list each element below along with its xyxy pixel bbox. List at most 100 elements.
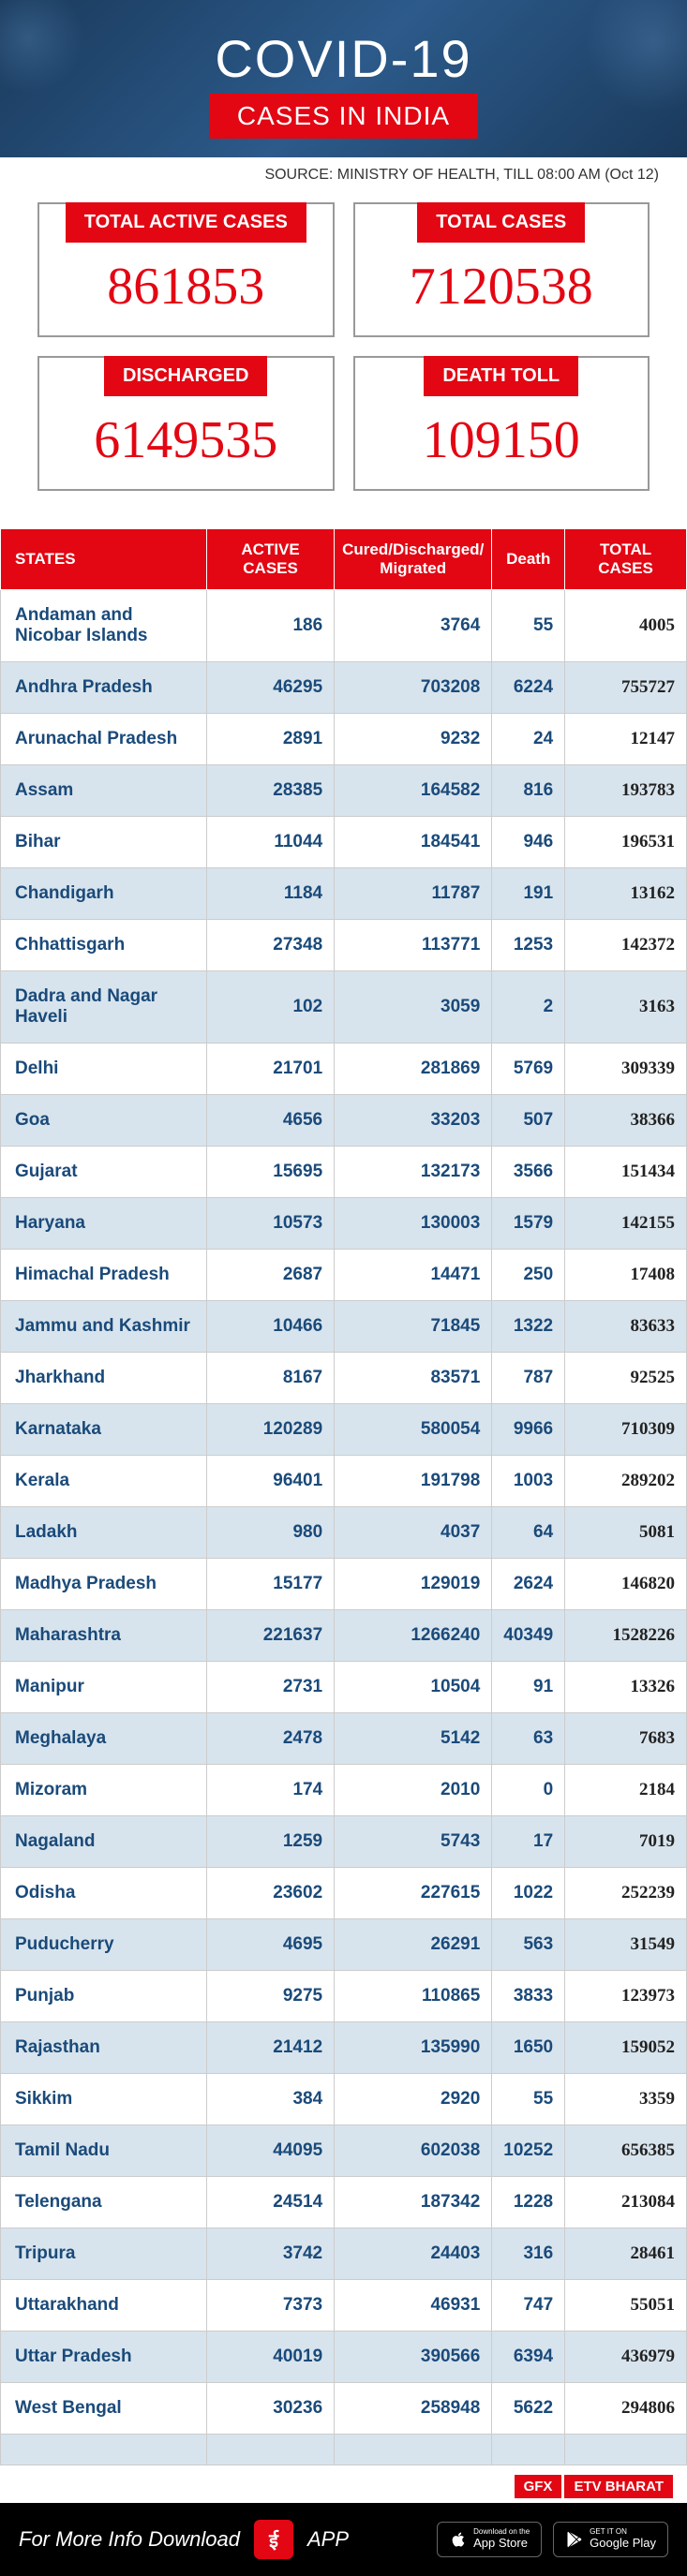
table-cell: Manipur (1, 1662, 207, 1713)
table-cell: 28461 (565, 2228, 687, 2280)
table-cell: 3059 (335, 971, 492, 1044)
table-cell: Assam (1, 765, 207, 817)
table-row: Chhattisgarh273481137711253142372 (1, 920, 687, 971)
stat-card: DEATH TOLL109150 (353, 356, 650, 491)
table-cell: Uttarakhand (1, 2280, 207, 2332)
column-header: ACTIVE CASES (207, 529, 335, 590)
table-row: Odisha236022276151022252239 (1, 1868, 687, 1919)
stat-value: 861853 (39, 257, 333, 317)
table-row: Telengana245141873421228213084 (1, 2177, 687, 2228)
table-cell: 46295 (207, 662, 335, 714)
table-cell: Andaman and Nicobar Islands (1, 590, 207, 662)
stat-value: 6149535 (39, 410, 333, 470)
table-cell: 1003 (492, 1456, 565, 1507)
table-row: Chandigarh11841178719113162 (1, 868, 687, 920)
table-row: Haryana105731300031579142155 (1, 1198, 687, 1250)
table-cell: 83633 (565, 1301, 687, 1353)
table-cell: Bihar (1, 817, 207, 868)
googleplay-icon (565, 2530, 584, 2549)
table-cell: 1022 (492, 1868, 565, 1919)
table-cell: Sikkim (1, 2074, 207, 2125)
column-header: TOTAL CASES (565, 529, 687, 590)
table-cell: 96401 (207, 1456, 335, 1507)
table-row: Uttarakhand73734693174755051 (1, 2280, 687, 2332)
table-cell: 40349 (492, 1610, 565, 1662)
stat-value: 109150 (355, 410, 649, 470)
stat-card: TOTAL CASES7120538 (353, 202, 650, 337)
stat-label: TOTAL ACTIVE CASES (66, 202, 306, 243)
table-row: Jammu and Kashmir1046671845132283633 (1, 1301, 687, 1353)
column-header: STATES (1, 529, 207, 590)
table-cell: 3566 (492, 1147, 565, 1198)
table-cell: 151434 (565, 1147, 687, 1198)
table-cell: 9232 (335, 714, 492, 765)
table-cell: 15177 (207, 1559, 335, 1610)
stat-card: DISCHARGED6149535 (37, 356, 335, 491)
table-cell: 10504 (335, 1662, 492, 1713)
table-cell: 4695 (207, 1919, 335, 1971)
table-cell: 2731 (207, 1662, 335, 1713)
table-row: Himachal Pradesh26871447125017408 (1, 1250, 687, 1301)
table-cell: 9275 (207, 1971, 335, 2022)
table-cell: Chhattisgarh (1, 920, 207, 971)
table-cell: 55 (492, 590, 565, 662)
table-cell: 2010 (335, 1765, 492, 1816)
table-cell: Goa (1, 1095, 207, 1147)
table-cell: 3764 (335, 590, 492, 662)
table-cell: 2687 (207, 1250, 335, 1301)
appstore-label: App Store (473, 2537, 530, 2550)
table-cell: 580054 (335, 1404, 492, 1456)
appstore-button[interactable]: Download on theApp Store (437, 2522, 542, 2556)
table-cell: 6394 (492, 2332, 565, 2383)
table-cell: Mizoram (1, 1765, 207, 1816)
table-cell: 110865 (335, 1971, 492, 2022)
table-row: Bihar11044184541946196531 (1, 817, 687, 868)
table-row: Tamil Nadu4409560203810252656385 (1, 2125, 687, 2177)
table-cell: 26291 (335, 1919, 492, 1971)
table-cell: 11044 (207, 817, 335, 868)
table-cell: Himachal Pradesh (1, 1250, 207, 1301)
table-cell: 787 (492, 1353, 565, 1404)
table-cell: 196531 (565, 817, 687, 868)
table-cell: Gujarat (1, 1147, 207, 1198)
table-cell: Maharashtra (1, 1610, 207, 1662)
table-cell: 1259 (207, 1816, 335, 1868)
googleplay-button[interactable]: GET IT ONGoogle Play (553, 2522, 668, 2556)
table-cell: 252239 (565, 1868, 687, 1919)
table-cell: 113771 (335, 920, 492, 971)
stats-grid: TOTAL ACTIVE CASES 861853 TOTAL CASES71205… (0, 188, 687, 519)
table-cell: 7683 (565, 1713, 687, 1765)
table-cell: 946 (492, 817, 565, 868)
table-cell: 3163 (565, 971, 687, 1044)
table-cell: 1322 (492, 1301, 565, 1353)
table-cell: Tripura (1, 2228, 207, 2280)
table-row: Manipur2731105049113326 (1, 1662, 687, 1713)
table-cell: Rajasthan (1, 2022, 207, 2074)
header-banner: COVID-19 CASES IN INDIA (0, 0, 687, 157)
footer-bar: For More Info Download ई APP Download on… (0, 2503, 687, 2576)
table-body: Andaman and Nicobar Islands1863764554005… (1, 590, 687, 2465)
table-cell: 1528226 (565, 1610, 687, 1662)
table-cell: 174 (207, 1765, 335, 1816)
table-row: Goa46563320350738366 (1, 1095, 687, 1147)
table-cell: 2920 (335, 2074, 492, 2125)
table-cell: 258948 (335, 2383, 492, 2435)
apple-icon (449, 2530, 468, 2549)
appstore-small: Download on the (473, 2528, 530, 2537)
table-row: Tripura37422440331628461 (1, 2228, 687, 2280)
gfx-badge: GFX (515, 2475, 562, 2498)
table-row: Assam28385164582816193783 (1, 765, 687, 817)
table-cell: Chandigarh (1, 868, 207, 920)
table-cell: 1579 (492, 1198, 565, 1250)
table-cell: 294806 (565, 2383, 687, 2435)
table-cell: Haryana (1, 1198, 207, 1250)
table-cell: 120289 (207, 1404, 335, 1456)
table-cell: Delhi (1, 1044, 207, 1095)
table-cell: 2478 (207, 1713, 335, 1765)
table-cell: 390566 (335, 2332, 492, 2383)
table-cell: 1184 (207, 868, 335, 920)
table-cell: 23602 (207, 1868, 335, 1919)
table-cell: 3833 (492, 1971, 565, 2022)
table-cell: 703208 (335, 662, 492, 714)
stat-value: 7120538 (355, 257, 649, 317)
